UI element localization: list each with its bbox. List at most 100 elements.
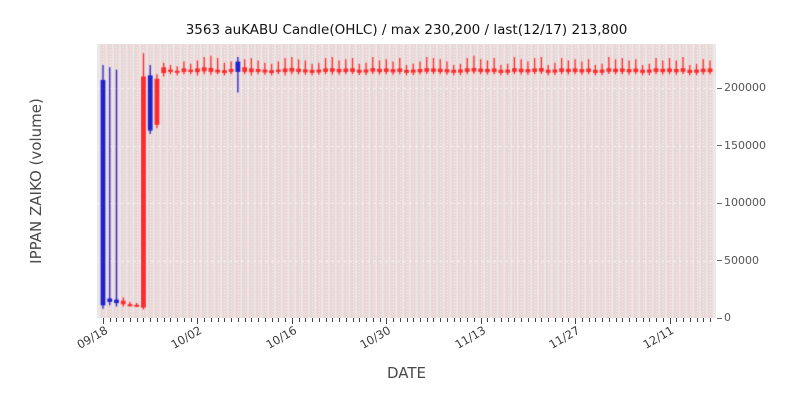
x-minor-tick (244, 318, 246, 322)
x-minor-tick (554, 318, 556, 322)
x-minor-tick (129, 318, 131, 322)
x-tick-label: 10/30 (357, 323, 394, 352)
x-minor-tick (271, 318, 273, 322)
x-minor-tick (305, 318, 307, 322)
x-minor-tick (595, 318, 597, 322)
x-minor-tick (548, 318, 550, 322)
x-minor-tick (588, 318, 590, 322)
x-minor-tick (109, 318, 111, 322)
x-minor-tick (345, 318, 347, 322)
x-minor-tick (521, 318, 523, 322)
x-tick-label: 11/13 (451, 323, 488, 352)
y-tick-mark (717, 87, 722, 89)
x-minor-tick (453, 318, 455, 322)
y-tick-label: 200000 (724, 81, 766, 94)
x-minor-tick (210, 318, 212, 322)
y-tick-label: 150000 (724, 138, 766, 152)
x-minor-tick (197, 318, 199, 322)
x-minor-tick (224, 318, 226, 322)
x-tick-label: 12/11 (640, 323, 677, 352)
x-minor-tick (237, 318, 239, 322)
x-minor-tick (480, 318, 482, 322)
x-minor-tick (352, 318, 354, 322)
x-minor-tick (629, 318, 631, 322)
x-minor-tick (399, 318, 401, 322)
x-minor-tick (177, 318, 179, 322)
x-minor-tick (460, 318, 462, 322)
x-minor-tick (534, 318, 536, 322)
x-tick-label: 10/02 (168, 323, 205, 352)
x-tick-label: 09/18 (74, 323, 110, 352)
x-minor-tick (507, 318, 509, 322)
x-minor-tick (561, 318, 563, 322)
x-minor-tick (156, 318, 158, 322)
x-axis-label: DATE (386, 364, 427, 382)
x-minor-tick (467, 318, 469, 322)
x-minor-tick (541, 318, 543, 322)
x-minor-tick (419, 318, 421, 322)
x-minor-tick (642, 318, 644, 322)
y-tick-label: 100000 (724, 196, 766, 209)
x-minor-tick (150, 318, 152, 322)
x-minor-tick (318, 318, 320, 322)
x-minor-tick (190, 318, 192, 322)
x-minor-tick (602, 318, 604, 322)
x-minor-tick (339, 318, 341, 322)
x-minor-tick (163, 318, 165, 322)
x-minor-tick (635, 318, 637, 322)
y-tick-mark (717, 202, 722, 204)
x-tick-label: 11/27 (546, 323, 583, 352)
x-minor-tick (136, 318, 138, 322)
x-minor-tick (446, 318, 448, 322)
x-minor-tick (514, 318, 516, 322)
y-tick-mark (717, 145, 722, 146)
x-minor-tick (332, 318, 334, 322)
x-minor-tick (413, 318, 415, 322)
y-tick-label: 50000 (724, 253, 759, 267)
x-minor-tick (231, 318, 233, 322)
x-minor-tick (710, 318, 711, 322)
x-minor-tick (393, 318, 394, 322)
x-tick-label: 10/16 (263, 323, 299, 352)
x-minor-tick (696, 318, 698, 322)
x-minor-tick (264, 318, 266, 322)
y-tick-label: 0 (724, 311, 731, 324)
y-axis-label: IPPAN ZAIKO (volume) (27, 98, 45, 264)
x-minor-tick (116, 318, 118, 322)
x-minor-tick (426, 318, 428, 322)
x-minor-tick (683, 318, 685, 322)
x-minor-tick (379, 318, 381, 322)
x-minor-tick (440, 318, 442, 322)
x-minor-tick (433, 318, 435, 322)
x-minor-tick (258, 318, 260, 322)
x-minor-tick (608, 318, 610, 322)
x-minor-tick (325, 318, 327, 322)
x-minor-tick (568, 318, 570, 322)
x-minor-tick (217, 318, 219, 322)
x-minor-tick (676, 318, 678, 322)
x-minor-tick (703, 318, 705, 322)
x-minor-tick (372, 318, 374, 322)
x-minor-tick (285, 318, 287, 322)
x-minor-tick (386, 318, 388, 322)
x-minor-tick (406, 318, 408, 322)
x-minor-tick (575, 318, 577, 322)
x-minor-tick (494, 318, 496, 322)
x-minor-tick (500, 318, 502, 322)
y-tick-mark (717, 260, 722, 261)
x-minor-tick (622, 318, 624, 322)
y-tick-mark (717, 317, 722, 319)
x-minor-tick (204, 318, 206, 322)
x-minor-tick (359, 318, 361, 322)
x-minor-tick (291, 318, 293, 322)
x-minor-tick (251, 318, 253, 322)
x-minor-tick (527, 318, 529, 322)
x-minor-tick (298, 318, 300, 322)
chart-title: 3563 auKABU Candle(OHLC) / max 230,200 /… (185, 22, 628, 38)
x-minor-tick (649, 318, 651, 322)
x-minor-tick (662, 318, 664, 322)
x-minor-tick (312, 318, 314, 322)
x-minor-tick (473, 318, 475, 322)
x-minor-tick (183, 318, 185, 322)
